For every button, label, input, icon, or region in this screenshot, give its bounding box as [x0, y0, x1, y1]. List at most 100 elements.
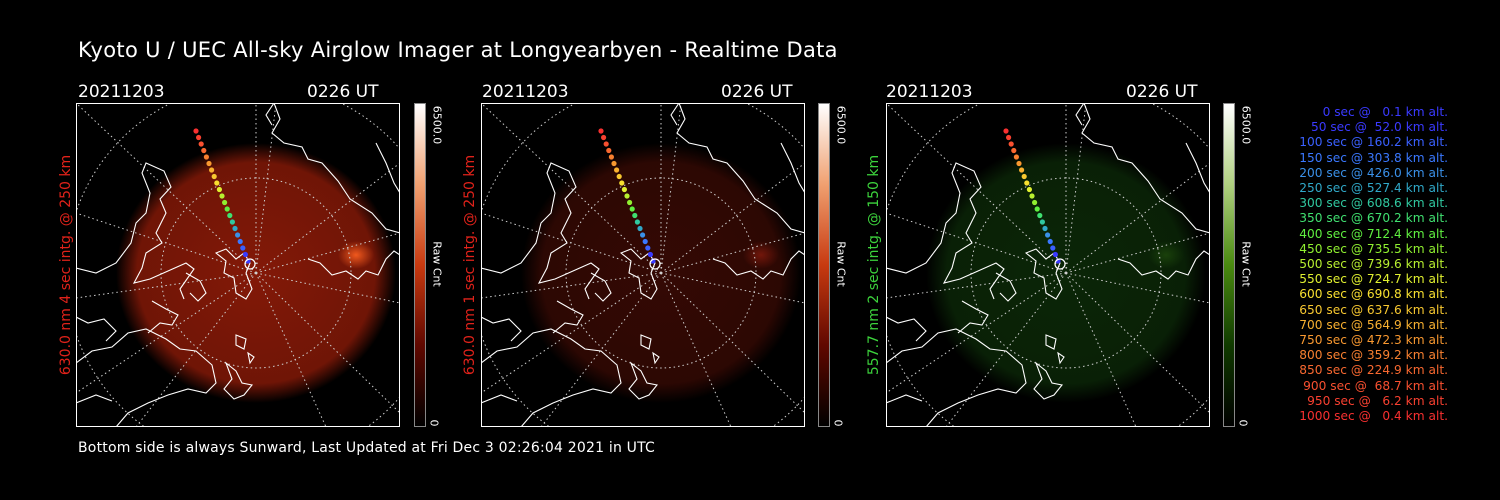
trajectory-point — [216, 186, 222, 193]
trajectory-point — [235, 232, 241, 238]
trajectory-point — [219, 193, 225, 199]
panel-3-wavelength-label: 557.7 nm 2 sec intg. @ 150 km — [866, 154, 882, 376]
trajectory-altitude-legend: 0 sec @ 0.1 km alt. 50 sec @ 52.0 km alt.… — [1258, 105, 1448, 424]
legend-row: 1000 sec @ 0.4 km alt. — [1299, 409, 1448, 424]
legend-row: 800 sec @ 359.2 km alt. — [1299, 348, 1448, 363]
trajectory-point — [232, 225, 238, 232]
trajectory-point — [627, 199, 633, 206]
trajectory-point — [196, 134, 202, 141]
trajectory-point — [614, 167, 620, 173]
panel-1-colorbar-min: 0 — [427, 419, 441, 427]
trajectory-point — [198, 141, 204, 147]
trajectory-point — [1037, 212, 1043, 219]
panel-1-map — [76, 103, 400, 427]
panel-1-colorbar-unit: Raw Cnt — [430, 241, 444, 287]
trajectory-point — [624, 193, 630, 199]
legend-row: 750 sec @ 472.3 km alt. — [1299, 333, 1448, 348]
legend-row: 0 sec @ 0.1 km alt. — [1322, 105, 1448, 119]
aurora-bright-spot — [743, 241, 779, 269]
legend-row: 600 sec @ 690.8 km alt. — [1299, 287, 1448, 302]
panel-border — [886, 103, 1210, 427]
panel-3-map — [886, 103, 1210, 427]
panel-3-date: 20211203 — [886, 82, 973, 102]
trajectory-point — [629, 206, 635, 212]
trajectory-point — [647, 251, 653, 258]
trajectory-point — [606, 147, 612, 154]
coastlines — [76, 103, 400, 427]
panel-1-date: 20211203 — [78, 82, 165, 102]
legend-row: 500 sec @ 739.6 km alt. — [1299, 257, 1448, 272]
trajectory-point — [1052, 251, 1058, 258]
trajectory-point — [237, 238, 243, 245]
trajectory-point — [240, 245, 246, 251]
panel-1-colorbar-max: 6500.0 — [430, 105, 444, 145]
legend-row: 700 sec @ 564.9 km alt. — [1299, 317, 1448, 332]
panel-3-colorbar-unit: Raw Cnt — [1239, 241, 1253, 287]
map-grid — [76, 103, 400, 427]
trajectory-point — [1026, 186, 1032, 193]
panel-1-allsky-image — [76, 103, 400, 427]
trajectory-point — [211, 173, 217, 180]
panel-2-colorbar-unit: Raw Cnt — [834, 241, 848, 287]
trajectory-point — [209, 167, 215, 173]
trajectory-point — [621, 186, 627, 193]
trajectory-point — [645, 245, 651, 251]
trajectory-point — [1034, 206, 1040, 212]
legend-row: 400 sec @ 712.4 km alt. — [1299, 226, 1448, 241]
trajectory-point — [203, 154, 209, 160]
trajectory-point — [611, 160, 617, 167]
legend-row: 950 sec @ 6.2 km alt. — [1307, 393, 1448, 408]
panel-1-wavelength-label: 630.0 nm 4 sec intg. @ 250 km — [58, 154, 74, 376]
trajectory-point — [601, 134, 607, 141]
panel-3-colorbar — [1223, 103, 1235, 427]
aurora-bright-spot — [338, 241, 374, 269]
panel-2-colorbar — [818, 103, 830, 427]
page-title: Kyoto U / UEC All-sky Airglow Imager at … — [78, 38, 838, 62]
legend-row: 650 sec @ 637.6 km alt. — [1299, 302, 1448, 317]
trajectory-point — [1019, 167, 1025, 173]
coastlines — [481, 103, 805, 427]
legend-row: 100 sec @ 160.2 km alt. — [1299, 135, 1448, 150]
trajectory-point — [1021, 173, 1027, 180]
panel-border — [481, 103, 805, 427]
panel-2-time: 0226 UT — [721, 82, 793, 102]
trajectory-point — [227, 212, 233, 219]
trajectory-point — [1003, 128, 1009, 134]
trajectory-point — [242, 251, 248, 258]
trajectory-point — [1039, 219, 1045, 225]
trajectory-point — [603, 141, 609, 147]
trajectory-point — [193, 128, 199, 134]
trajectory-point — [608, 154, 614, 160]
trajectory-point — [229, 219, 235, 225]
legend-row: 450 sec @ 735.5 km alt. — [1299, 241, 1448, 256]
observer-location-marker — [649, 258, 661, 270]
panel-2-wavelength-label: 630.0 nm 1 sec intg. @ 250 km — [462, 154, 478, 376]
trajectory-point — [206, 160, 212, 167]
trajectory-point — [1045, 232, 1051, 238]
panel-1-colorbar — [414, 103, 426, 427]
footer-update-note: Bottom side is always Sunward, Last Upda… — [78, 440, 656, 456]
trajectory-point — [1013, 154, 1019, 160]
legend-row: 250 sec @ 527.4 km alt. — [1299, 181, 1448, 196]
panel-3-colorbar-min: 0 — [1236, 419, 1250, 427]
trajectory-point — [642, 238, 648, 245]
trajectory-point — [1042, 225, 1048, 232]
trajectory-point — [632, 212, 638, 219]
panel-border — [76, 103, 400, 427]
panel-3-allsky-image — [886, 103, 1210, 427]
trajectory-point — [1008, 141, 1014, 147]
trajectory-point — [1011, 147, 1017, 154]
trajectory-point — [619, 180, 625, 186]
map-grid — [481, 103, 805, 427]
trajectory-point — [1016, 160, 1022, 167]
panel-2-colorbar-min: 0 — [831, 419, 845, 427]
trajectory-point — [616, 173, 622, 180]
trajectory-point — [1050, 245, 1056, 251]
legend-row: 900 sec @ 68.7 km alt. — [1303, 378, 1448, 393]
legend-row: 350 sec @ 670.2 km alt. — [1299, 211, 1448, 226]
trajectory-point — [640, 232, 646, 238]
observer-location-marker — [244, 258, 256, 270]
trajectory-point — [637, 225, 643, 232]
panel-2-allsky-image — [481, 103, 805, 427]
trajectory-point — [201, 147, 207, 154]
